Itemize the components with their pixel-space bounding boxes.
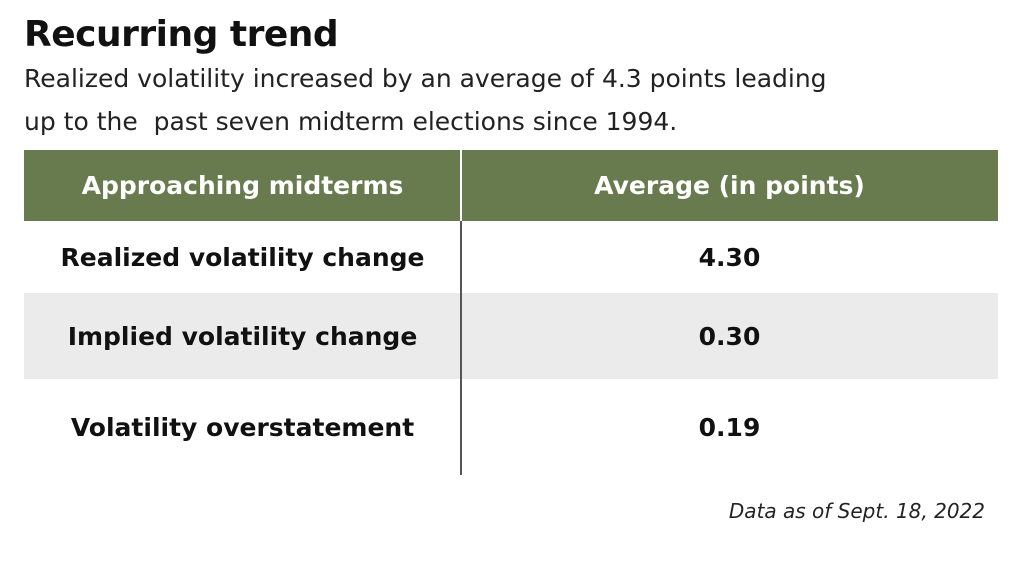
column-header: Approaching midterms <box>81 171 404 200</box>
row-label: Realized volatility change <box>60 242 425 272</box>
title: Recurring trend <box>24 14 339 55</box>
column-header: Average (in points) <box>594 171 865 200</box>
footnote: Data as of Sept. 18, 2022 <box>728 499 985 523</box>
table: Approaching midterms Average (in points)… <box>24 150 998 475</box>
row-label: Implied volatility change <box>67 321 418 351</box>
subtitle-line: Realized volatility increased by an aver… <box>24 64 827 93</box>
column-divider <box>460 150 462 475</box>
header-divider <box>460 150 462 221</box>
row-value: 4.30 <box>698 242 761 272</box>
row-value: 0.30 <box>698 321 761 351</box>
row-value: 0.19 <box>698 412 761 442</box>
header-row: Approaching midterms Average (in points) <box>24 150 998 221</box>
row-label: Volatility overstatement <box>70 412 415 442</box>
table-row: Realized volatility change 4.30 <box>24 221 998 293</box>
subtitle-line: up to the past seven midterm elections s… <box>24 107 678 136</box>
table-row: Implied volatility change 0.30 <box>24 293 998 379</box>
table-row: Volatility overstatement 0.19 <box>24 379 998 475</box>
